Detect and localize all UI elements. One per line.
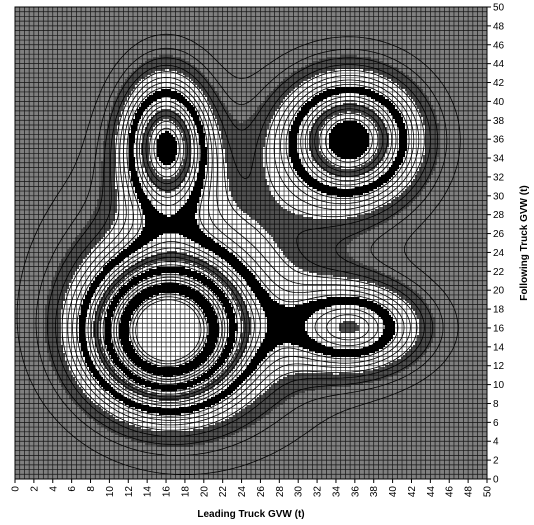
- x-tick-label: 26: [256, 486, 267, 498]
- x-tick-label: 12: [124, 486, 135, 498]
- y-axis: 0246810121416182022242628303234363840424…: [487, 3, 505, 486]
- y-tick-label: 4: [493, 437, 499, 448]
- y-tick-label: 0: [493, 475, 499, 486]
- x-tick-label: 16: [162, 486, 173, 498]
- x-tick-label: 36: [350, 486, 361, 498]
- x-tick-label: 22: [218, 486, 229, 498]
- y-tick-label: 20: [493, 286, 505, 297]
- x-axis-title: Leading Truck GVW (t): [197, 509, 304, 520]
- x-tick-label: 38: [369, 486, 380, 498]
- x-tick-label: 42: [407, 486, 418, 498]
- y-tick-label: 14: [493, 342, 505, 353]
- x-tick-label: 0: [11, 486, 22, 492]
- y-tick-label: 16: [493, 323, 505, 334]
- x-tick-label: 14: [143, 486, 154, 498]
- y-tick-label: 48: [493, 21, 505, 32]
- y-axis-title: Following Truck GVW (t): [519, 185, 530, 301]
- x-tick-label: 18: [180, 486, 191, 498]
- x-tick-label: 6: [67, 486, 78, 492]
- x-tick-label: 2: [29, 486, 40, 492]
- x-tick-label: 46: [445, 486, 456, 498]
- x-tick-label: 8: [86, 486, 97, 492]
- x-tick-label: 20: [199, 486, 210, 498]
- x-tick-label: 32: [313, 486, 324, 498]
- x-tick-label: 34: [331, 486, 342, 498]
- x-tick-label: 40: [388, 486, 399, 498]
- y-tick-label: 24: [493, 248, 505, 259]
- y-tick-label: 8: [493, 399, 499, 410]
- y-tick-label: 36: [493, 135, 505, 146]
- x-tick-label: 48: [464, 486, 475, 498]
- contour-lines: [16, 33, 461, 475]
- y-tick-label: 50: [493, 3, 505, 14]
- y-tick-label: 30: [493, 191, 505, 202]
- x-axis: 0 2 4 6 8 10 12 14 16 18 20 22 24 26 28 30 32 34 36 38 40 42 4…: [11, 479, 494, 497]
- x-tick-label: 50: [483, 486, 494, 498]
- x-tick-label: 44: [426, 486, 437, 498]
- x-tick-label: 4: [48, 486, 59, 492]
- y-tick-label: 44: [493, 59, 505, 70]
- x-tick-label: 28: [275, 486, 286, 498]
- x-tick-label: 24: [237, 486, 248, 498]
- y-tick-label: 18: [493, 305, 505, 316]
- y-tick-label: 6: [493, 418, 499, 429]
- y-tick-label: 28: [493, 210, 505, 221]
- x-tick-label: 30: [294, 486, 305, 498]
- y-tick-label: 22: [493, 267, 505, 278]
- y-tick-label: 34: [493, 154, 505, 165]
- plot-frame: [14, 6, 488, 480]
- plot-area: [15, 7, 487, 479]
- x-tick-label: 10: [105, 486, 116, 498]
- y-tick-label: 42: [493, 78, 505, 89]
- y-tick-label: 40: [493, 97, 505, 108]
- y-tick-label: 46: [493, 40, 505, 51]
- y-tick-label: 26: [493, 229, 505, 240]
- y-tick-label: 2: [493, 456, 499, 467]
- y-tick-label: 10: [493, 380, 505, 391]
- y-tick-label: 38: [493, 116, 505, 127]
- grid-lines: [15, 7, 487, 479]
- y-tick-label: 12: [493, 361, 505, 372]
- y-tick-label: 32: [493, 172, 505, 183]
